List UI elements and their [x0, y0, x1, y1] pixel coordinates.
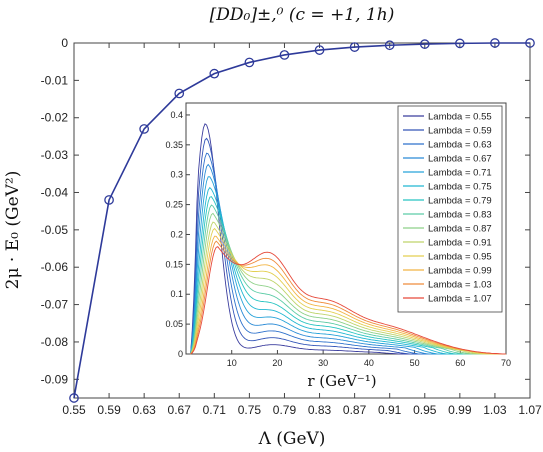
inset-x-tick-label: 20	[272, 358, 282, 368]
inset-series-line	[190, 246, 506, 355]
x-tick-label: 0.59	[97, 403, 121, 417]
inset-y-tick-label: 0.15	[165, 259, 183, 269]
main-series-line	[73, 42, 530, 399]
data-point-marker	[490, 38, 500, 48]
inset-series-line	[190, 196, 506, 355]
inset-y-tick-label: 0.05	[165, 319, 183, 329]
inset-y-tick-label: 0.2	[170, 229, 183, 239]
x-tick-label: 0.91	[378, 403, 402, 417]
legend-entry-label: Lambda = 1.07	[428, 294, 492, 305]
inset-y-tick-label: 0.4	[170, 110, 183, 120]
x-axis-label: Λ (GeV)	[258, 429, 326, 449]
data-point-marker	[139, 124, 150, 134]
x-tick-label: 0.95	[413, 403, 437, 417]
y-tick-label: 0	[61, 36, 68, 50]
inset-x-tick-label: 50	[410, 358, 420, 368]
x-tick-label: 0.79	[273, 403, 297, 417]
x-tick-label: 0.63	[132, 403, 156, 417]
y-tick-label: -0.06	[41, 260, 69, 274]
inset-series-line	[190, 240, 506, 355]
legend-entry-label: Lambda = 1.03	[428, 280, 492, 291]
x-tick-label: 1.03	[483, 403, 507, 417]
x-tick-label: 0.99	[448, 403, 472, 417]
legend-entry-label: Lambda = 0.83	[428, 210, 492, 221]
x-tick-label: 0.83	[308, 403, 332, 417]
y-tick-label: -0.01	[41, 73, 69, 87]
data-point-marker	[174, 88, 185, 99]
data-point-marker	[314, 45, 325, 55]
inset-x-tick-label: 30	[318, 358, 328, 368]
data-point-marker	[454, 38, 465, 49]
data-point-marker	[104, 195, 114, 205]
data-point-marker	[349, 42, 360, 52]
y-tick-label: -0.08	[41, 335, 69, 349]
legend-entry-label: Lambda = 0.91	[428, 238, 492, 249]
inset-y-tick-label: 0.3	[170, 170, 183, 180]
data-point-marker	[209, 68, 220, 79]
legend-entry-label: Lambda = 0.59	[428, 126, 492, 137]
y-tick-label: -0.04	[41, 185, 69, 199]
y-tick-label: -0.05	[41, 223, 69, 237]
inset-series-line	[190, 221, 506, 355]
inset-series-line	[190, 204, 506, 355]
legend-entry-label: Lambda = 0.67	[428, 154, 492, 165]
data-point-marker	[525, 38, 535, 48]
legend-entry-label: Lambda = 0.99	[428, 266, 492, 277]
inset-x-tick-label: 40	[364, 358, 374, 368]
inset-x-tick-label: 10	[227, 358, 237, 368]
x-tick-label: 0.75	[238, 403, 262, 417]
inset-x-axis-label: r (GeV⁻¹)	[307, 372, 376, 390]
data-point-marker	[419, 39, 430, 49]
legend-entry-label: Lambda = 0.87	[428, 224, 492, 235]
x-tick-label: 1.07	[518, 403, 542, 417]
inset-y-tick-label: 0	[178, 349, 183, 359]
inset-x-tick-label: 70	[501, 358, 511, 368]
data-point-marker	[244, 57, 255, 68]
y-tick-label: -0.02	[41, 111, 69, 125]
inset-x-tick-label: 60	[455, 358, 465, 368]
legend-entry-label: Lambda = 0.79	[428, 196, 492, 207]
y-tick-label: -0.07	[41, 298, 69, 312]
inset-y-tick-label: 0.35	[165, 140, 183, 150]
y-axis-label: 2μ · E₀ (GeV²)	[3, 171, 23, 290]
main-plot-area: 0.55 0.59 0.63 0.67 0.71 0.75 0.79 0.83 0.87 0.91…	[41, 36, 542, 417]
legend-entry-label: Lambda = 0.75	[428, 182, 492, 193]
legend-entry-label: Lambda = 0.95	[428, 252, 492, 263]
y-tick-label: -0.03	[41, 148, 69, 162]
x-tick-label: 0.71	[203, 403, 227, 417]
legend-entry-label: Lambda = 0.63	[428, 140, 492, 151]
inset-y-tick-label: 0.25	[165, 200, 183, 210]
x-tick-label: 0.67	[168, 403, 192, 417]
data-point-marker	[279, 50, 290, 60]
inset-series-line	[190, 235, 506, 355]
inset-series-line	[190, 212, 506, 355]
inset-y-tick-label: 0.1	[170, 289, 183, 299]
y-tick-label: -0.09	[41, 372, 69, 386]
legend-entry-label: Lambda = 0.55	[428, 112, 492, 123]
chart-title: [DD₀]±,⁰ (c = +1, 1h)	[210, 5, 395, 25]
inset-legend-box	[397, 105, 503, 313]
x-tick-label: 0.55	[62, 403, 86, 417]
inset-series-line	[190, 227, 506, 355]
main-axes-frame	[73, 42, 531, 399]
data-point-marker	[384, 40, 395, 51]
data-point-marker	[69, 393, 79, 403]
inset-plot: 10 20 30 40 50 60 70 0 0.05 0.1 0.15 0.2 0.25 0.3 0.35…	[165, 102, 511, 368]
x-tick-label: 0.87	[343, 403, 367, 417]
legend-entry-label: Lambda = 0.71	[428, 168, 492, 179]
